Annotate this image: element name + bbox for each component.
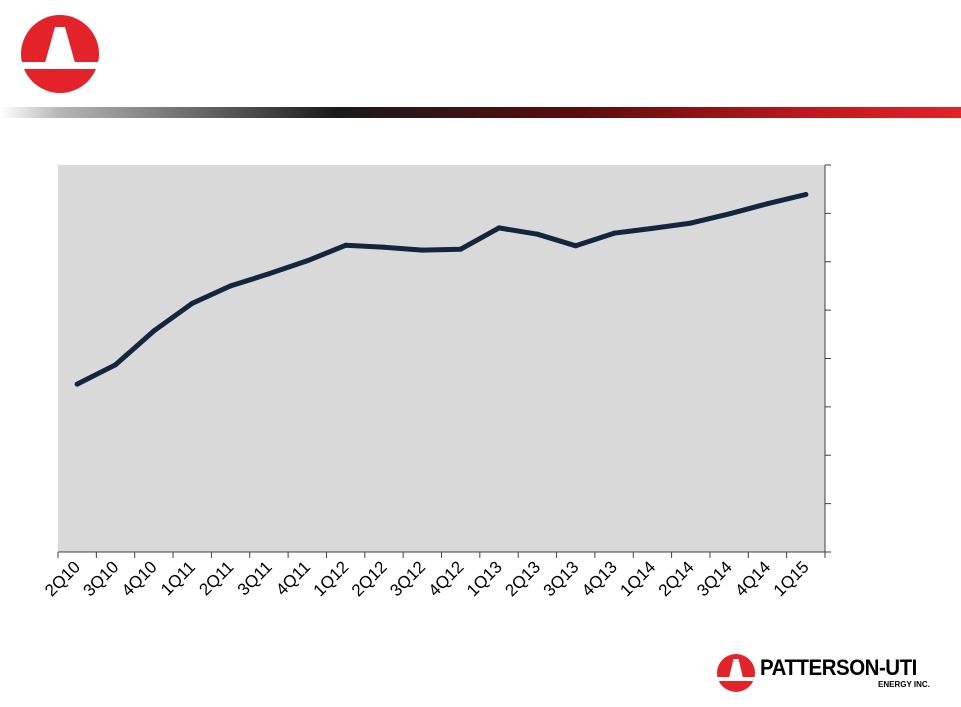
x-tick-label: 3Q12: [386, 557, 429, 600]
data-point: [381, 244, 387, 250]
x-tick-label: 3Q14: [693, 557, 736, 600]
data-point: [304, 258, 310, 264]
data-point: [688, 220, 694, 226]
x-tick-label: 2Q12: [348, 557, 391, 600]
x-tick-label: 2Q14: [655, 557, 698, 600]
data-point: [151, 328, 157, 334]
x-tick-label: 4Q14: [731, 557, 774, 600]
x-tick-label: 2Q13: [501, 557, 544, 600]
x-tick-label: 1Q15: [770, 557, 813, 600]
header-divider: [0, 107, 961, 118]
x-tick-label: 4Q11: [272, 557, 314, 599]
x-tick-label: 1Q13: [463, 557, 506, 600]
data-point: [726, 211, 732, 217]
data-point: [228, 283, 234, 289]
data-point: [113, 362, 119, 368]
data-point: [496, 225, 502, 231]
data-point: [803, 192, 809, 198]
data-point: [649, 225, 655, 231]
company-subtitle: ENERGY INC.: [878, 680, 930, 689]
data-point: [343, 242, 349, 248]
company-name: PATTERSON-UTI: [760, 655, 917, 680]
data-point: [764, 201, 770, 207]
company-logo-icon: [21, 15, 99, 93]
x-tick-label: 2Q10: [41, 557, 84, 600]
data-point: [534, 231, 540, 237]
x-tick-label: 3Q13: [540, 557, 583, 600]
data-point: [573, 243, 579, 249]
company-mark-icon: [717, 654, 755, 692]
x-tick-label: 3Q11: [234, 557, 276, 599]
x-tick-label: 1Q12: [310, 557, 353, 600]
x-tick-label: 1Q14: [616, 557, 659, 600]
x-tick-label: 1Q11: [157, 557, 199, 599]
x-tick-label: 4Q10: [118, 557, 161, 600]
footer-logo: PATTERSON-UTI ENERGY INC.: [716, 653, 936, 695]
plot-area: [58, 165, 825, 552]
data-point: [189, 300, 195, 306]
data-point: [74, 381, 80, 387]
x-tick-label: 2Q11: [195, 557, 237, 599]
data-point: [419, 247, 425, 253]
data-point: [611, 230, 617, 236]
x-tick-label: 3Q10: [80, 557, 123, 600]
data-point: [458, 246, 464, 252]
data-point: [266, 271, 272, 277]
x-tick-label: 4Q13: [578, 557, 621, 600]
x-tick-label: 4Q12: [425, 557, 468, 600]
series-line: [74, 192, 809, 387]
